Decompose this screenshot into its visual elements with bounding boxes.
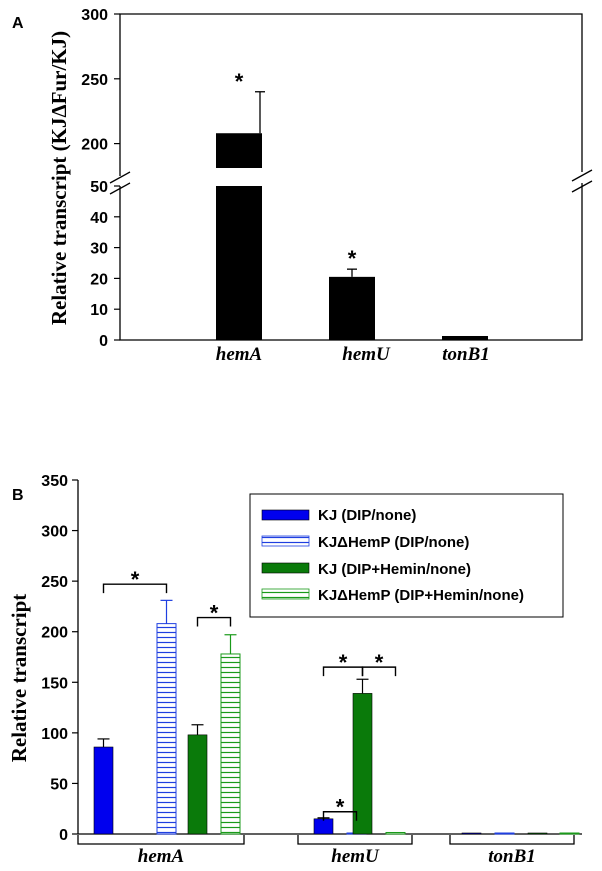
legend-label-4: KJΔHemP (DIP+Hemin/none): [318, 587, 524, 604]
legend-label-2: KJΔHemP (DIP/none): [318, 534, 469, 551]
y-tick-label: 250: [81, 72, 108, 89]
bar-hemA-upper: [216, 133, 262, 168]
y-tick-label: 10: [90, 302, 108, 319]
legend-label-1: KJ (DIP/none): [318, 507, 416, 524]
panel-a-break-left-1: [109, 171, 131, 184]
bar-hemA-series-4: [220, 653, 241, 835]
panel-a: A Relative transcript (KJΔFur/KJ) 0 10 20 3…: [12, 7, 593, 365]
bar-hemU: [329, 276, 375, 340]
panel-b-y-axis: 0 50 100 150 200 250 300 350: [41, 473, 78, 844]
y-tick-label: 40: [90, 210, 108, 227]
panel-b-bars: [93, 599, 580, 835]
y-tick-label: 250: [41, 574, 68, 591]
x-category-label: tonB1: [488, 846, 536, 867]
panel-b-significance: * * * * *: [102, 567, 397, 821]
group-bracket: [297, 835, 413, 845]
bar-hemA-series-1: [93, 746, 114, 835]
y-tick-label: 300: [81, 7, 108, 24]
y-tick-label: 350: [41, 473, 68, 490]
y-tick-label: 150: [41, 675, 68, 692]
significance-star: *: [131, 567, 140, 592]
y-tick-label: 50: [90, 179, 108, 196]
bar-tonB1-series-4: [559, 832, 580, 835]
y-tick-label: 0: [99, 333, 108, 350]
significance-star: *: [375, 650, 384, 675]
bar-hemA-series-2: [156, 623, 177, 835]
y-tick-label: 200: [81, 137, 108, 154]
x-category-label: hemA: [138, 846, 184, 867]
bar-tonB1-series-2: [494, 832, 515, 835]
y-tick-label: 300: [41, 524, 68, 541]
bar-hemA-series-3: [187, 734, 208, 835]
bar-hemU-series-1: [313, 818, 334, 835]
panel-a-break-right-1: [571, 169, 593, 182]
panel-b-group-brackets: hemA hemU tonB1: [77, 835, 575, 867]
significance-bracket: [102, 583, 168, 594]
bar-tonB1-series-1: [461, 832, 482, 835]
significance-bracket: [322, 811, 358, 821]
x-category-label: hemU: [342, 344, 391, 365]
group-bracket: [449, 835, 575, 845]
panel-a-frame-upper: [119, 13, 583, 176]
significance-bracket: [361, 666, 397, 677]
panel-a-label: A: [12, 15, 24, 32]
y-tick-label: 50: [50, 776, 68, 793]
bar-hemA-lower: [216, 186, 262, 340]
x-category-label: tonB1: [442, 344, 490, 365]
significance-star: *: [339, 650, 348, 675]
panel-a-ylabel: Relative transcript (KJΔFur/KJ): [47, 31, 71, 325]
bar-tonB1: [442, 335, 488, 340]
x-category-label: hemU: [331, 846, 380, 867]
significance-star: *: [235, 69, 244, 94]
y-tick-label: 0: [59, 827, 68, 844]
panel-a-y-axis: 0 10 20 30 40 50 200 250 300: [81, 7, 120, 350]
group-bracket: [77, 835, 245, 845]
significance-bracket: [196, 616, 232, 627]
legend-swatch-3: [261, 562, 310, 574]
legend-swatch-4: [261, 588, 310, 600]
y-tick-label: 100: [41, 726, 68, 743]
panel-a-break-right-2: [571, 180, 593, 193]
significance-star: *: [348, 246, 357, 271]
y-tick-label: 30: [90, 241, 108, 258]
y-tick-label: 20: [90, 271, 108, 288]
panel-b-legend: KJ (DIP/none) KJΔHemP (DIP/none) KJ (DIP…: [249, 493, 564, 618]
panel-a-break-left-2: [109, 182, 131, 195]
bar-hemU-series-4: [385, 831, 406, 835]
panel-a-bars: * hemA * hemU tonB1: [216, 69, 490, 365]
y-tick-label: 200: [41, 625, 68, 642]
bar-tonB1-series-3: [527, 832, 548, 835]
significance-star: *: [210, 601, 219, 626]
panel-b-label: B: [12, 487, 24, 504]
x-category-label: hemA: [216, 344, 262, 365]
panel-b: B Relative transcript 0 50 100 150 200 250 300…: [7, 473, 582, 867]
legend-swatch-2: [261, 535, 310, 547]
legend-swatch-1: [261, 509, 310, 521]
significance-star: *: [336, 795, 345, 820]
legend-label-3: KJ (DIP+Hemin/none): [318, 561, 471, 578]
panel-b-ylabel: Relative transcript: [7, 594, 31, 763]
